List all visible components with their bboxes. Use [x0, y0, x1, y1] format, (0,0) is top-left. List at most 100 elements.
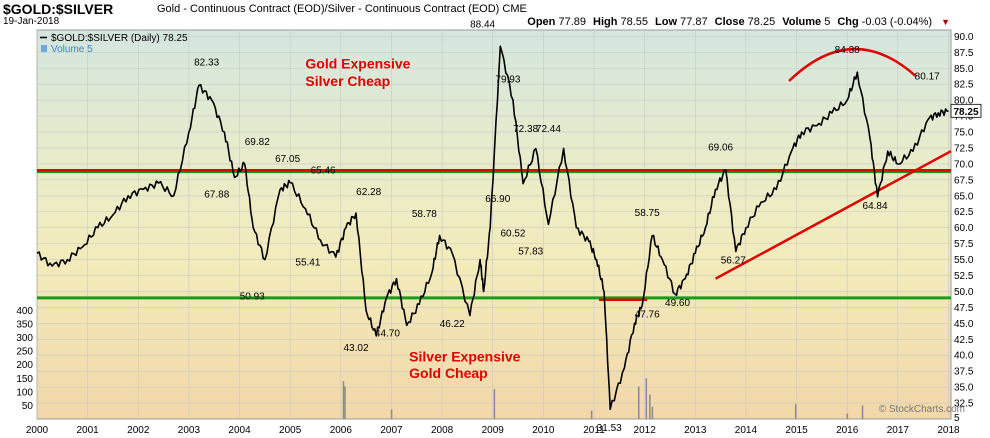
y-tick-label: 57.5: [954, 239, 974, 250]
y-tick-label: 40.0: [954, 351, 974, 362]
x-tick-label: 2002: [127, 425, 150, 436]
last-value-box: [950, 103, 982, 118]
point-label: 44.70: [375, 329, 400, 340]
open-label: Open: [527, 16, 556, 28]
point-label: 56.27: [721, 255, 746, 266]
x-tick-label: 2013: [684, 425, 707, 436]
y-tick-label: 32.5: [954, 399, 974, 410]
point-label: 60.52: [500, 229, 525, 240]
x-tick-label: 2015: [785, 425, 808, 436]
point-label: 69.06: [708, 143, 733, 154]
volume-tick-label: 150: [16, 374, 33, 385]
y-tick-label: 60.0: [954, 223, 974, 234]
volume-bar: [590, 410, 593, 419]
x-tick-label: 2012: [634, 425, 657, 436]
legend-entry: Volume 5: [51, 44, 93, 55]
point-label: 46.22: [440, 319, 465, 330]
point-label: 62.28: [356, 187, 381, 198]
x-tick-label: 2000: [26, 425, 49, 436]
peak-arc: [788, 47, 917, 82]
volume-tick-label: 350: [16, 320, 33, 331]
volume-bars: [342, 378, 864, 419]
y-tick-label: 42.5: [954, 335, 974, 346]
x-tick-label: 2017: [887, 425, 910, 436]
point-label: 31.53: [597, 423, 622, 434]
point-label: 49.60: [665, 298, 690, 309]
point-label: 84.38: [835, 45, 860, 56]
volume-bar: [846, 413, 849, 419]
x-tick-label: 2016: [836, 425, 859, 436]
legend-swatch: [41, 45, 47, 52]
volume-bar: [861, 405, 864, 419]
x-tick-label: 2004: [228, 425, 251, 436]
ohlc-readout: Open 77.89 High 78.55 Low 77.87 Close 78.25…: [527, 16, 950, 28]
annotation-text: Gold Cheap: [409, 365, 488, 381]
point-label: 66.90: [485, 194, 510, 205]
y-tick-label: 90.0: [954, 32, 974, 43]
legend: 78.25 © StockCharts.com $GOLD:$SILVER (Dai…: [40, 33, 982, 415]
legend-entry: $GOLD:$SILVER (Daily) 78.25: [51, 33, 188, 44]
chart-header: $GOLD:$SILVER Gold - Continuous Contract…: [0, 0, 990, 32]
point-label: 57.83: [518, 246, 543, 257]
volume-bar: [794, 404, 797, 419]
y-tick-label: 72.5: [954, 143, 974, 154]
point-label: 88.44: [470, 19, 495, 30]
low-value: 77.87: [680, 16, 708, 28]
x-tick-label: 2007: [380, 425, 403, 436]
volume-tick-label: 200: [16, 360, 33, 371]
annotation-text: Gold Expensive: [305, 55, 410, 71]
y-tick-label: 75.0: [954, 128, 974, 139]
x-tick-label: 2001: [77, 425, 100, 436]
x-tick-label: 2009: [482, 425, 505, 436]
volume-bottom-label: 5: [954, 413, 960, 424]
point-label: 80.17: [915, 72, 940, 83]
chart-date: 19-Jan-2018: [3, 16, 60, 27]
symbol-title: $GOLD:$SILVER: [3, 1, 114, 17]
watermark: © StockCharts.com: [879, 404, 965, 415]
volume-value: 5: [824, 16, 831, 28]
ratio-series-line: [36, 45, 949, 410]
volume-bar: [649, 394, 651, 419]
point-label: 72.38: [513, 124, 538, 135]
volume-tick-label: 100: [16, 387, 33, 398]
plot-background: [36, 29, 952, 420]
volume-tick-label: 300: [16, 333, 33, 344]
change-label: Chg: [837, 16, 859, 28]
y-tick-label: 87.5: [954, 48, 974, 59]
point-label: 67.88: [204, 190, 229, 201]
x-tick-label: 2005: [279, 425, 302, 436]
volume-bar: [390, 409, 393, 419]
x-tick-label: 2018: [937, 425, 960, 436]
y-tick-label: 62.5: [954, 207, 974, 218]
x-tick-label: 2006: [330, 425, 353, 436]
close-value: 78.25: [747, 16, 776, 28]
volume-tick-label: 250: [16, 347, 33, 358]
volume-bar: [342, 381, 345, 419]
y-tick-label: 85.0: [954, 64, 974, 75]
point-label: 43.02: [343, 343, 368, 354]
grid-lines: [36, 30, 951, 419]
change-value: -0.03 (-0.04%): [861, 16, 933, 28]
point-labels: 82.33 69.82 67.88 67.05 65.46 62.28 55.41 58.78…: [194, 19, 940, 434]
y-tick-label: 80.0: [954, 96, 974, 107]
high-label: High: [593, 16, 618, 28]
point-label: 65.46: [311, 165, 336, 176]
y-tick-label: 82.5: [954, 80, 974, 91]
low-label: Low: [655, 16, 678, 28]
x-tick-label: 2014: [735, 425, 758, 436]
y-tick-label: 35.0: [954, 383, 974, 394]
point-label: 69.82: [245, 137, 270, 148]
open-value: 77.89: [558, 16, 586, 28]
y-tick-label: 47.5: [954, 303, 974, 314]
point-label: 64.84: [863, 201, 888, 212]
y-tick-label: 65.0: [954, 191, 974, 202]
close-label: Close: [714, 16, 745, 28]
volume-bar: [493, 389, 496, 419]
annotation-text: Silver Cheap: [305, 73, 390, 89]
y-tick-label: 70.0: [954, 159, 974, 170]
point-label: 58.78: [412, 209, 437, 220]
high-value: 78.55: [620, 16, 649, 28]
y-tick-label: 37.5: [954, 367, 974, 378]
point-label: 72.44: [536, 124, 561, 135]
